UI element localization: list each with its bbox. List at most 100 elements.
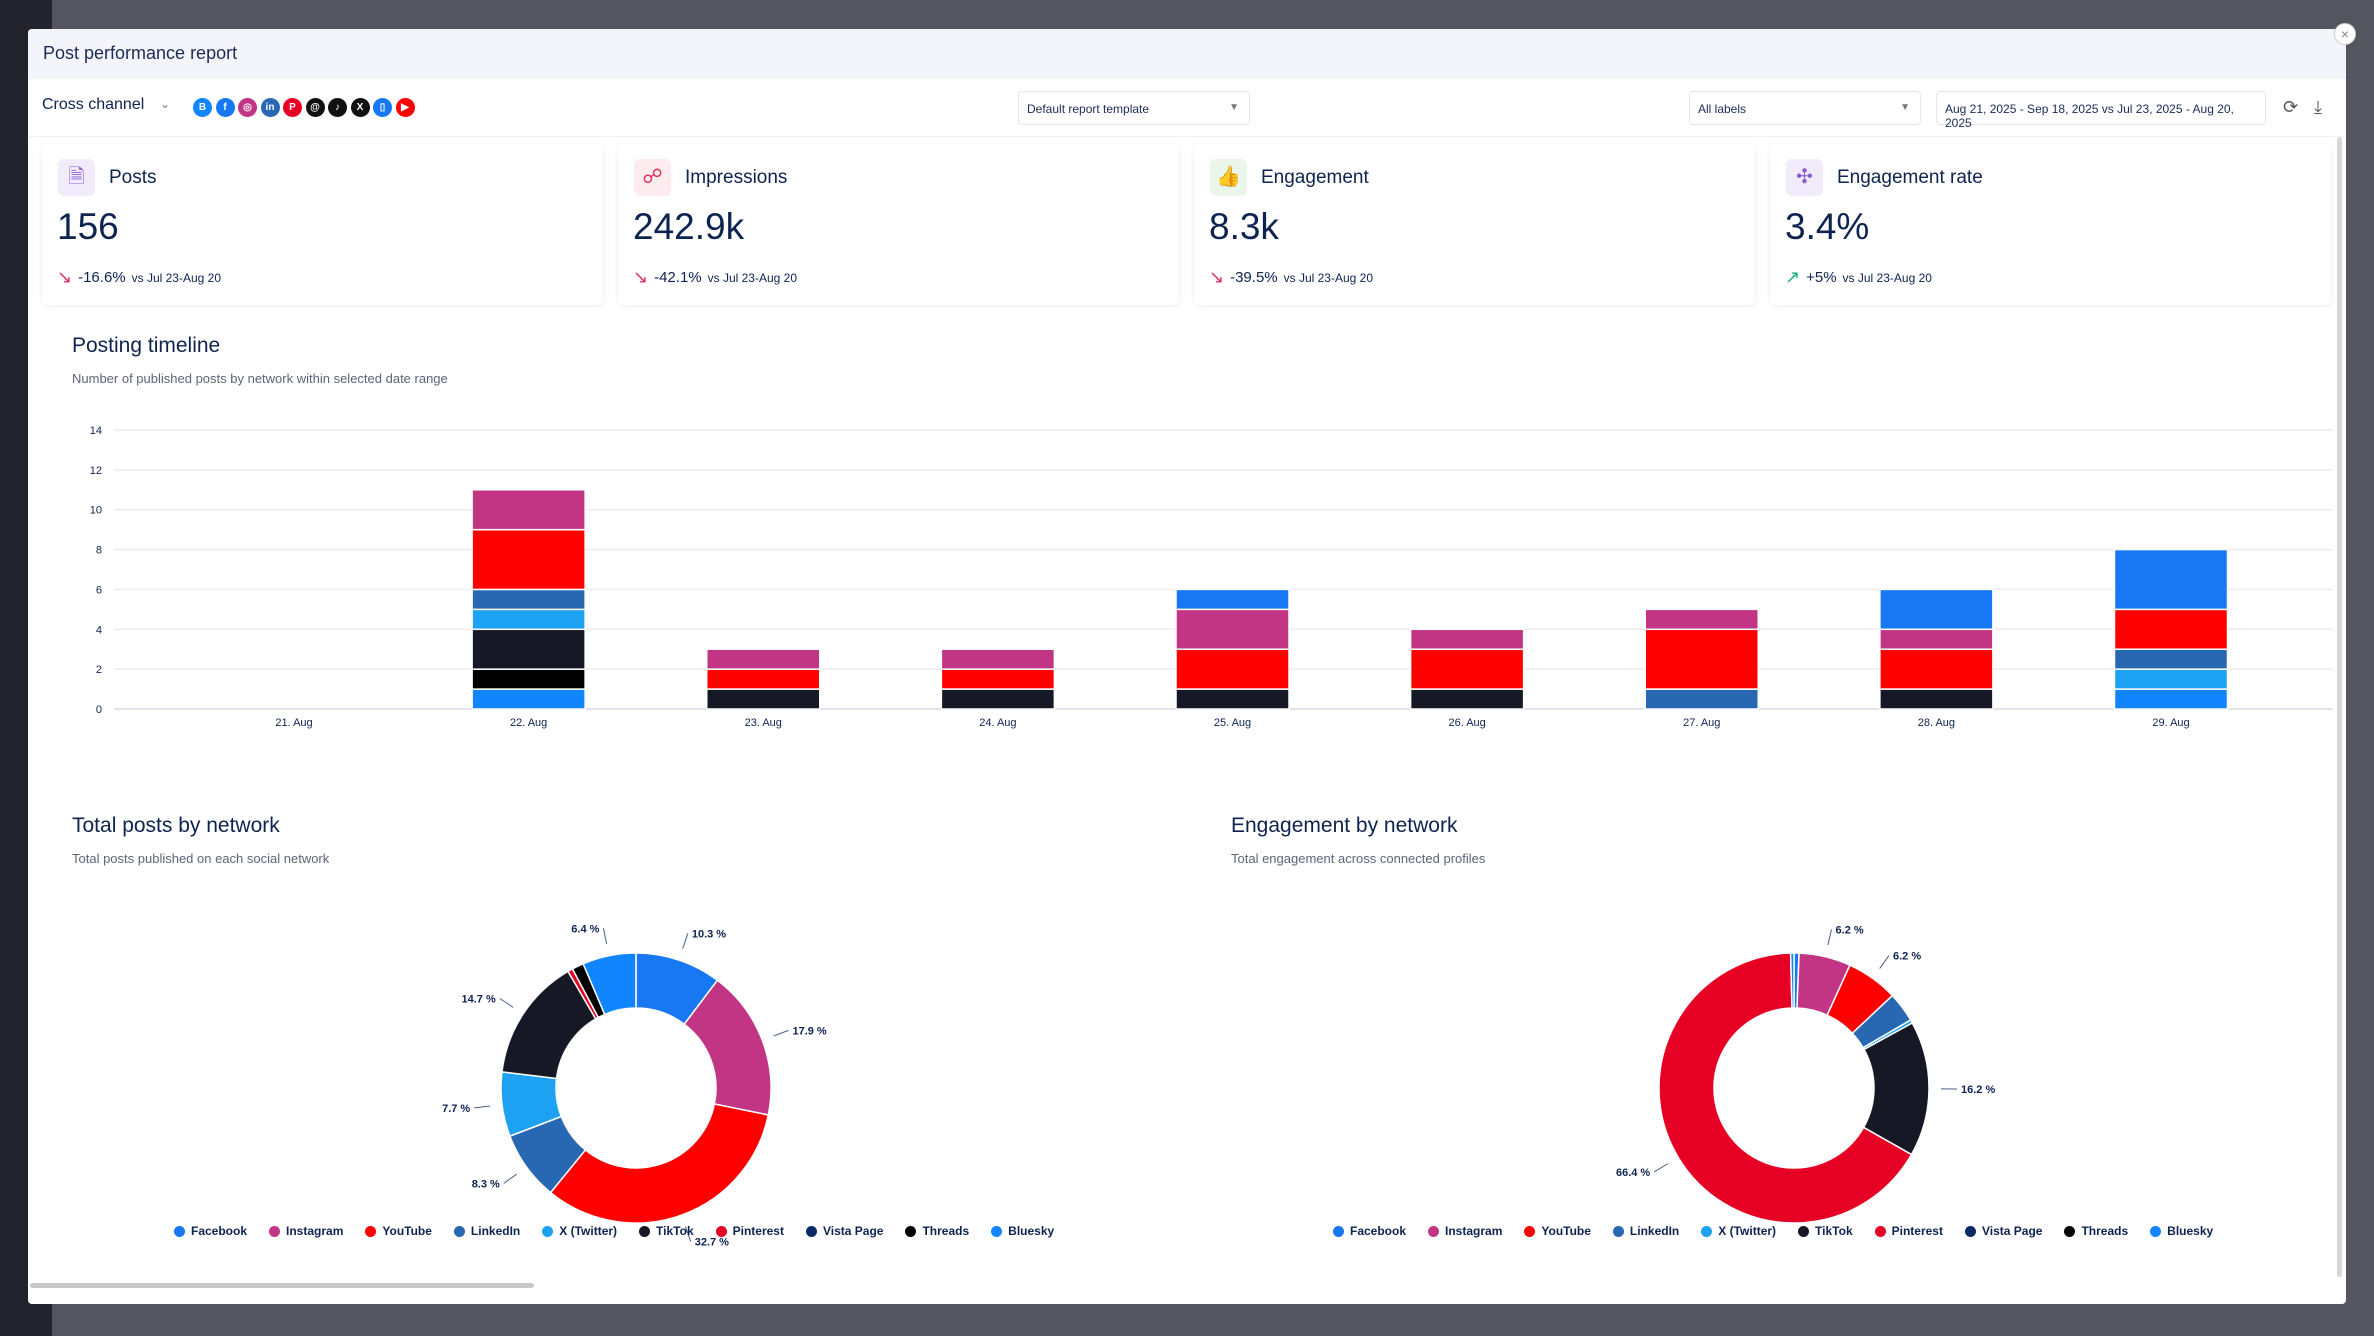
labels-dropdown[interactable]: All labels ▼	[1689, 91, 1921, 125]
bar-segment-tiktok[interactable]	[471, 628, 586, 670]
x-icon[interactable]: X	[350, 98, 370, 117]
kpi-label: Engagement	[1261, 167, 1369, 188]
slice-bluesky[interactable]	[1789, 952, 1795, 1009]
facebook-icon[interactable]: f	[215, 98, 235, 117]
legend-item[interactable]: YouTube	[1524, 1224, 1591, 1238]
bar-segment-tiktok[interactable]	[706, 688, 821, 710]
legend-item[interactable]: Pinterest	[715, 1224, 784, 1238]
bar-segment-facebook[interactable]	[1879, 588, 1994, 631]
legend-item[interactable]: YouTube	[365, 1224, 432, 1238]
legend-item[interactable]: Bluesky	[2150, 1224, 2213, 1238]
bar-segment-linkedin[interactable]	[1644, 688, 1759, 710]
legend-label: Vista Page	[822, 1224, 884, 1238]
legend-item[interactable]: Threads	[2064, 1224, 2128, 1238]
legend-item[interactable]: Instagram	[1428, 1224, 1502, 1238]
download-icon[interactable]: ⤓	[2314, 97, 2322, 117]
network-icon: ✣	[1786, 159, 1823, 196]
bar-segment-x-twitter-[interactable]	[2113, 668, 2229, 690]
legend-item[interactable]: Pinterest	[1874, 1224, 1943, 1238]
delta-percent: +5%	[1806, 269, 1837, 286]
bar-segment-bluesky[interactable]	[2113, 688, 2229, 710]
bar-segment-instagram[interactable]	[1879, 628, 1994, 650]
legend-item[interactable]: Facebook	[174, 1224, 247, 1238]
legend-item[interactable]: LinkedIn	[453, 1224, 520, 1238]
legend-item[interactable]: TikTok	[639, 1224, 694, 1238]
legend-item[interactable]: X (Twitter)	[1701, 1224, 1776, 1238]
bar-segment-facebook[interactable]	[2113, 548, 2229, 611]
legend-dot	[1701, 1225, 1713, 1237]
bluesky-icon[interactable]: B	[193, 98, 212, 117]
legend-label: X (Twitter)	[559, 1224, 618, 1238]
linkedin-icon[interactable]: in	[260, 98, 280, 117]
bar-segment-youtube[interactable]	[1175, 648, 1290, 690]
bar-segment-tiktok[interactable]	[1879, 688, 1994, 710]
slice-bluesky[interactable]	[582, 952, 637, 1016]
bar-segment-instagram[interactable]	[1644, 608, 1759, 631]
bar-segment-linkedin[interactable]	[471, 588, 586, 611]
modal-titlebar: Post performance report	[28, 29, 2346, 79]
legend-item[interactable]: Facebook	[1333, 1224, 1406, 1238]
bar-segment-x-twitter-[interactable]	[471, 608, 586, 631]
instagram-icon[interactable]: ◎	[238, 98, 257, 117]
threads-icon[interactable]: @	[305, 98, 325, 117]
timeline-title: Posting timeline	[72, 334, 221, 357]
legend-item[interactable]: TikTok	[1798, 1224, 1853, 1238]
legend-dot	[1964, 1225, 1976, 1237]
bar-segment-instagram[interactable]	[471, 489, 586, 531]
bar-segment-instagram[interactable]	[940, 648, 1056, 670]
legend-item[interactable]: Bluesky	[991, 1224, 1054, 1238]
vertical-scrollbar[interactable]	[2337, 137, 2342, 1277]
pinterest-icon[interactable]: P	[283, 98, 302, 117]
bar-segment-youtube[interactable]	[1409, 648, 1525, 690]
bar-segment-tiktok[interactable]	[1409, 688, 1525, 710]
bar-segment-instagram[interactable]	[1409, 628, 1525, 650]
bar-segment-youtube[interactable]	[471, 528, 586, 591]
close-button[interactable]: ×	[2334, 23, 2356, 45]
vista-page-icon[interactable]: ▯	[373, 98, 392, 117]
slice-youtube[interactable]	[549, 1103, 770, 1224]
legend-item[interactable]: Vista Page	[805, 1224, 884, 1238]
kpi-value: 8.3k	[1209, 206, 1279, 247]
date-range-picker[interactable]: Aug 21, 2025 - Sep 18, 2025 vs Jul 23, 2…	[1936, 91, 2266, 130]
channel-selector[interactable]: Cross channel	[42, 96, 145, 113]
y-tick-label: 0	[96, 704, 102, 716]
bar-segment-instagram[interactable]	[1175, 608, 1290, 650]
refresh-icon[interactable]: ⟳	[2283, 97, 2299, 117]
legend-dot	[453, 1225, 465, 1237]
legend-label: YouTube	[382, 1224, 432, 1238]
label-connector	[499, 998, 514, 1008]
legend-item[interactable]: X (Twitter)	[542, 1224, 617, 1238]
y-tick-label: 6	[96, 584, 102, 596]
report-template-dropdown[interactable]: Default report template ▼	[1018, 91, 1250, 125]
tiktok-icon[interactable]: ♪	[328, 98, 347, 117]
slice-pinterest[interactable]	[1658, 952, 1913, 1224]
youtube-icon[interactable]: ▶	[395, 98, 415, 117]
bar-segment-youtube[interactable]	[940, 668, 1056, 690]
legend-item[interactable]: LinkedIn	[1612, 1224, 1679, 1238]
bar-segment-tiktok[interactable]	[940, 688, 1056, 710]
bar-segment-youtube[interactable]	[706, 668, 821, 690]
bar-segment-youtube[interactable]	[1644, 628, 1759, 690]
label-connector	[503, 1173, 518, 1184]
bar-segment-bluesky[interactable]	[471, 688, 586, 710]
y-tick-label: 12	[90, 465, 102, 477]
legend-item[interactable]: Vista Page	[1964, 1224, 2042, 1238]
legend-dot	[715, 1225, 727, 1237]
legend-dot	[2064, 1225, 2076, 1237]
kpi-card-posts: 🗎 Posts 156 ↘ -16.6% vs Jul 23-Aug 20	[42, 144, 603, 305]
bar-segment-tiktok[interactable]	[1175, 688, 1290, 710]
label-connector	[682, 933, 689, 949]
bar-segment-linkedin[interactable]	[2113, 648, 2229, 670]
bar-segment-facebook[interactable]	[1175, 588, 1290, 611]
bar-segment-youtube[interactable]	[2113, 608, 2229, 650]
bar-segment-instagram[interactable]	[706, 648, 821, 670]
chevron-down-icon[interactable]: ⌄	[160, 97, 171, 111]
x-tick-label: 27. Aug	[1683, 717, 1720, 729]
bar-segment-youtube[interactable]	[1879, 648, 1994, 690]
horizontal-scrollbar[interactable]	[30, 1283, 534, 1288]
legend-item[interactable]: Threads	[905, 1224, 969, 1238]
bar-segment-threads[interactable]	[471, 668, 586, 690]
nodes-icon: ☍	[634, 159, 671, 196]
x-tick-label: 26. Aug	[1448, 717, 1485, 729]
legend-item[interactable]: Instagram	[269, 1224, 343, 1238]
